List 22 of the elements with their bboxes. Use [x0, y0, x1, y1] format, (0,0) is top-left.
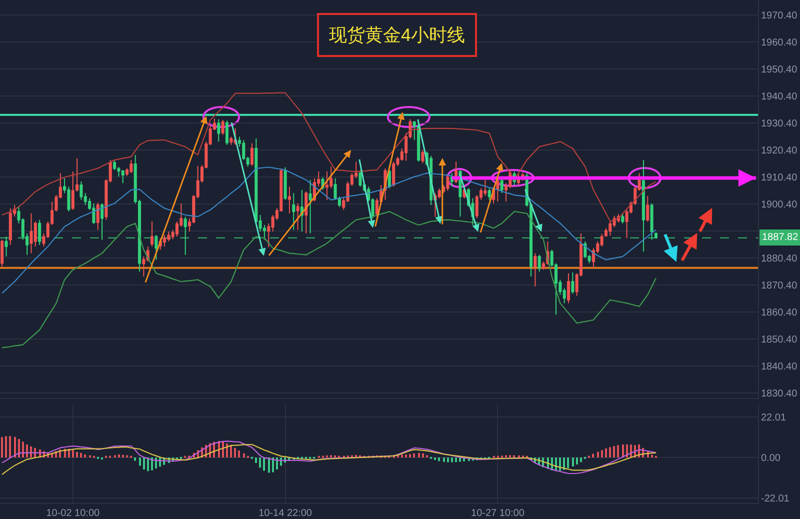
y-tick-label: 1920.40: [761, 145, 798, 156]
y-tick-label: 1830.40: [761, 388, 798, 400]
y-tick-label: 1930.40: [761, 118, 798, 130]
y-tick-label: -22.01: [761, 494, 790, 505]
x-tick-label: 10-02 10:00: [46, 508, 100, 519]
y-tick-label: 1880.40: [761, 253, 798, 264]
y-tick-label: 1870.40: [761, 280, 798, 292]
y-tick-label: 1950.40: [761, 64, 798, 76]
text: 现货黄金4小时线: [329, 25, 466, 45]
x-tick-label: 10-14 22:00: [258, 508, 312, 519]
ref-line-label: 1887.82: [762, 232, 799, 243]
y-tick-label: 1970.40: [761, 10, 798, 22]
y-tick-label: 1900.40: [761, 199, 798, 210]
y-tick-label: 1850.40: [761, 334, 798, 346]
y-tick-label: 1940.40: [761, 92, 798, 103]
y-tick-label: 1840.40: [761, 361, 798, 372]
x-tick-label: 10-27 10:00: [471, 508, 525, 519]
y-tick-label: 1910.40: [761, 172, 798, 184]
y-tick-label: 1860.40: [761, 307, 798, 318]
y-tick-label: 22.01: [761, 412, 786, 424]
y-tick-label: 1960.40: [761, 38, 798, 49]
y-tick-label: 0.00: [761, 452, 781, 464]
